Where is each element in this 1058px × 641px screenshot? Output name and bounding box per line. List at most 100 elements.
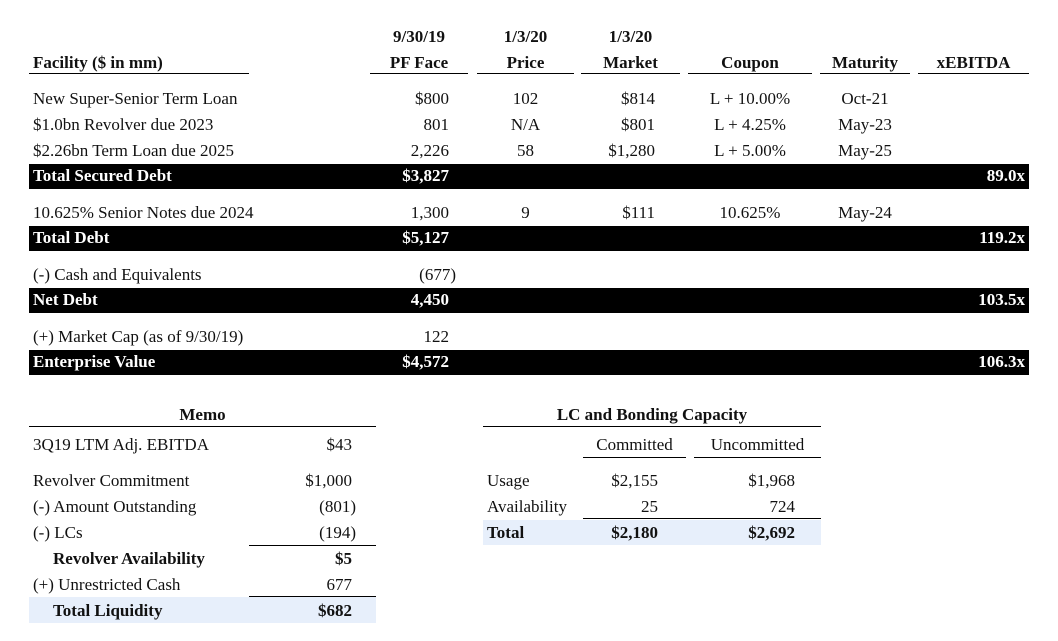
market-value: $1,280 xyxy=(608,141,655,160)
divider xyxy=(249,596,376,597)
pf-face-value: 801 xyxy=(423,115,450,134)
memo-row: (-) Amount Outstanding (801) xyxy=(0,494,1058,520)
row-label: (+) Market Cap (as of 9/30/19) xyxy=(33,327,244,346)
lc-committed: $2,155 xyxy=(611,471,658,490)
memo-row: Revolver Commitment $1,000 xyxy=(0,468,1058,494)
divider xyxy=(483,426,821,427)
total-xebitda: 119.2x xyxy=(979,228,1025,247)
market-value: $111 xyxy=(622,203,655,222)
lc-label: Usage xyxy=(487,471,530,490)
lc-uncommitted: $2,692 xyxy=(748,523,795,542)
lc-uncommitted: $1,968 xyxy=(748,471,795,490)
memo-title: Memo xyxy=(179,405,226,424)
lc-label: Total xyxy=(487,523,525,542)
total-row-enterprise-value: Enterprise Value $4,572 106.3x xyxy=(29,350,1029,375)
memo-value: $682 xyxy=(318,601,352,620)
total-row-total-debt: Total Debt $5,127 119.2x xyxy=(29,226,1029,251)
price-value: 58 xyxy=(517,141,534,160)
memo-row: (+) Unrestricted Cash 677 xyxy=(0,572,1058,598)
memo-value: $5 xyxy=(335,549,352,568)
memo-value: (801) xyxy=(319,497,356,516)
lc-header-uncommitted: Uncommitted xyxy=(710,435,805,454)
header-pf-face: PF Face xyxy=(389,53,449,72)
maturity-value: Oct-21 xyxy=(841,89,889,108)
row-label: 10.625% Senior Notes due 2024 xyxy=(33,203,254,222)
pf-face-value: 1,300 xyxy=(410,203,449,222)
memo-value: $43 xyxy=(326,435,353,454)
header-market: Market xyxy=(603,53,658,72)
memo-row-revolver-availability: Revolver Availability $5 xyxy=(0,546,1058,572)
memo-value: (194) xyxy=(319,523,356,542)
coupon-value: L + 10.00% xyxy=(709,89,791,108)
total-row-net-debt: Net Debt 4,450 103.5x xyxy=(29,288,1029,313)
memo-label: 3Q19 LTM Adj. EBITDA xyxy=(33,435,209,454)
lc-committed: 25 xyxy=(641,497,658,516)
lc-committed: $2,180 xyxy=(611,523,658,542)
memo-value: 677 xyxy=(326,575,353,594)
lc-header-committed: Committed xyxy=(596,435,673,454)
header-facility: Facility ($ in mm) xyxy=(33,53,163,72)
total-label: Enterprise Value xyxy=(33,352,156,371)
memo-label: Revolver Commitment xyxy=(33,471,190,490)
lc-uncommitted: 724 xyxy=(769,497,796,516)
maturity-value: May-25 xyxy=(838,141,892,160)
memo-label: (-) Amount Outstanding xyxy=(33,497,197,516)
row-label: New Super-Senior Term Loan xyxy=(33,89,238,108)
divider xyxy=(581,73,680,74)
divider xyxy=(688,73,812,74)
header-pf-face-date: 9/30/19 xyxy=(393,27,445,46)
memo-label: Revolver Availability xyxy=(53,549,205,568)
price-value: 9 xyxy=(521,203,530,222)
total-label: Total Debt xyxy=(33,228,110,247)
market-value: $801 xyxy=(621,115,655,134)
memo-row: (-) LCs (194) xyxy=(0,520,1058,546)
lc-row: Availability 25 724 xyxy=(0,494,1058,520)
price-value: 102 xyxy=(512,89,539,108)
table-row: (+) Market Cap (as of 9/30/19) 122 xyxy=(0,324,1058,350)
table-row: $1.0bn Revolver due 2023 801 N/A $801 L … xyxy=(0,112,1058,138)
row-label: $2.26bn Term Loan due 2025 xyxy=(33,141,235,160)
lc-label: Availability xyxy=(487,497,567,516)
pf-face-value: (677) xyxy=(419,265,456,284)
maturity-value: May-23 xyxy=(838,115,892,134)
divider xyxy=(918,73,1029,74)
divider xyxy=(29,426,376,427)
table-row: 10.625% Senior Notes due 2024 1,300 9 $1… xyxy=(0,200,1058,226)
lc-title: LC and Bonding Capacity xyxy=(556,405,748,424)
coupon-value: 10.625% xyxy=(719,203,781,222)
memo-label: (-) LCs xyxy=(33,523,83,542)
memo-row-total-liquidity: Total Liquidity $682 xyxy=(0,598,1058,624)
coupon-value: L + 4.25% xyxy=(714,115,786,134)
divider xyxy=(820,73,910,74)
table-row: $2.26bn Term Loan due 2025 2,226 58 $1,2… xyxy=(0,138,1058,164)
total-xebitda: 89.0x xyxy=(986,166,1025,185)
divider xyxy=(583,457,686,458)
row-label: (-) Cash and Equivalents xyxy=(33,265,202,284)
total-row-secured-debt: Total Secured Debt $3,827 89.0x xyxy=(29,164,1029,189)
divider xyxy=(583,518,821,519)
total-label: Net Debt xyxy=(33,290,98,309)
header-market-date: 1/3/20 xyxy=(608,27,653,46)
row-label: $1.0bn Revolver due 2023 xyxy=(33,115,214,134)
divider xyxy=(694,457,821,458)
memo-label: (+) Unrestricted Cash xyxy=(33,575,181,594)
memo-row: 3Q19 LTM Adj. EBITDA $43 xyxy=(0,432,1058,458)
lc-row: Usage $2,155 $1,968 xyxy=(0,468,1058,494)
divider xyxy=(477,73,574,74)
pf-face-value: 122 xyxy=(423,327,450,346)
coupon-value: L + 5.00% xyxy=(714,141,786,160)
lc-row-total: Total $2,180 $2,692 xyxy=(0,520,1058,546)
divider xyxy=(370,73,468,74)
total-pf-face: $4,572 xyxy=(402,352,449,371)
header-maturity: Maturity xyxy=(831,53,899,72)
total-label: Total Secured Debt xyxy=(33,166,172,185)
header-coupon: Coupon xyxy=(721,53,779,72)
divider xyxy=(249,545,376,546)
lc-total-highlight xyxy=(483,520,821,545)
total-xebitda: 106.3x xyxy=(978,352,1025,371)
table-row: (-) Cash and Equivalents (677) xyxy=(0,262,1058,288)
total-liquidity-highlight xyxy=(29,597,376,623)
memo-value: $1,000 xyxy=(305,471,352,490)
total-xebitda: 103.5x xyxy=(978,290,1025,309)
maturity-value: May-24 xyxy=(838,203,892,222)
